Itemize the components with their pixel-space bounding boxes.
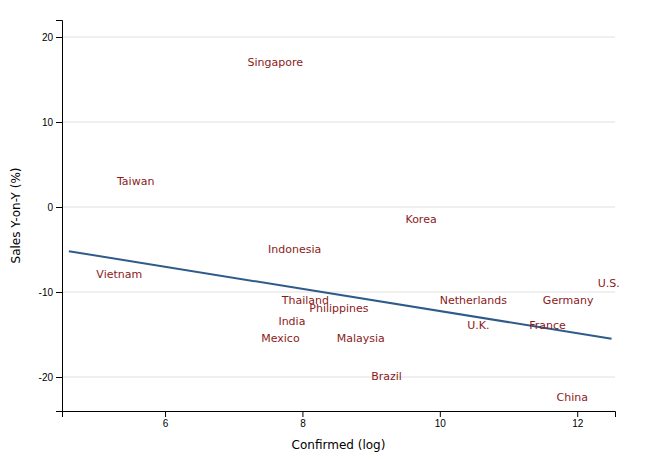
point-label: U.S. [598,277,620,290]
tick: 10 [42,117,62,128]
point-label: China [557,391,588,404]
point-label: Singapore [247,56,303,69]
point-label: Korea [405,213,436,226]
y-axis-title: Sales Y-on-Y (%) [9,168,23,264]
tick-mark [56,37,62,38]
tick-label: -20 [39,372,54,383]
point-label: Netherlands [440,294,507,307]
regression-line [69,251,612,339]
grid [62,37,615,377]
tick-mark [56,122,62,123]
tick: -20 [39,372,62,383]
grid-line [62,377,615,378]
tick-label: 20 [42,32,54,43]
tick: 12 [572,411,584,429]
tick-label: -10 [39,287,54,298]
tick-mark [56,207,62,208]
point-label: India [278,315,305,328]
point-label: Indonesia [268,243,321,256]
tick-mark [56,292,62,293]
axis-line [63,412,616,418]
axis-line [56,21,63,412]
grid-line [62,122,615,123]
point-label: Philippines [309,302,369,315]
point-label: France [529,319,566,332]
tick: 0 [47,202,62,213]
tick-label: 12 [572,418,584,429]
tick-label: 8 [300,418,306,429]
grid-line [62,292,615,293]
tick: 20 [42,32,62,43]
point-label: Mexico [261,332,300,345]
tick: 10 [435,411,447,429]
point-label: Brazil [371,370,402,383]
y-axis: -20 -10 0 10 20 [39,21,63,412]
tick-mark [56,377,62,378]
tick-mark [165,411,166,417]
tick: 6 [163,411,169,429]
tick-mark [440,411,441,417]
point-labels: SingaporeTaiwanVietnamIndonesiaKoreaThai… [96,56,620,405]
point-label: Taiwan [116,175,154,188]
tick-label: 6 [163,418,169,429]
point-label: Malaysia [337,332,385,345]
tick-mark [302,411,303,417]
tick: 8 [300,411,306,429]
chart: 6 8 10 12 -20 -10 0 10 20 Singapore Taiwan Vietnam I… [0,0,660,459]
tick-label: 10 [42,117,54,128]
point-label: Germany [543,294,594,307]
tick-mark [577,411,578,417]
grid-line [62,207,615,208]
point-label: Vietnam [96,268,142,281]
tick: -10 [39,287,62,298]
point-label: U.K. [467,319,489,332]
tick-label: 0 [47,202,53,213]
x-axis-title: Confirmed (log) [292,438,386,452]
grid-line [62,37,615,38]
tick-label: 10 [435,418,447,429]
x-axis: 6 8 10 12 [63,411,616,429]
marks [69,251,612,339]
plot: 6 8 10 12 -20 -10 0 10 20 Singapore Taiwan Vietnam I… [39,21,620,430]
